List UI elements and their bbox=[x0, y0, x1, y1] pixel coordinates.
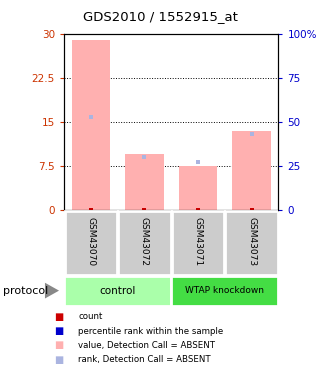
Text: percentile rank within the sample: percentile rank within the sample bbox=[78, 327, 224, 336]
Bar bbox=[179, 166, 217, 210]
Text: protocol: protocol bbox=[3, 286, 48, 296]
Text: ■: ■ bbox=[54, 312, 64, 322]
Bar bbox=[125, 154, 164, 210]
Text: rank, Detection Call = ABSENT: rank, Detection Call = ABSENT bbox=[78, 355, 211, 364]
Bar bbox=[232, 131, 271, 210]
Text: ■: ■ bbox=[54, 326, 64, 336]
Text: GDS2010 / 1552915_at: GDS2010 / 1552915_at bbox=[83, 10, 237, 23]
Text: GSM43072: GSM43072 bbox=[140, 217, 149, 266]
Text: control: control bbox=[100, 286, 136, 296]
Bar bbox=[171, 276, 278, 306]
Bar bbox=[71, 40, 110, 210]
Text: ■: ■ bbox=[54, 355, 64, 364]
Text: WTAP knockdown: WTAP knockdown bbox=[185, 286, 264, 295]
Bar bbox=[225, 211, 278, 275]
Text: GSM43070: GSM43070 bbox=[86, 217, 95, 266]
Polygon shape bbox=[45, 283, 59, 298]
Bar bbox=[65, 211, 117, 275]
Text: count: count bbox=[78, 312, 103, 321]
Bar bbox=[118, 211, 171, 275]
Bar bbox=[172, 211, 224, 275]
Text: ■: ■ bbox=[54, 340, 64, 350]
Text: GSM43073: GSM43073 bbox=[247, 217, 256, 266]
Text: GSM43071: GSM43071 bbox=[194, 217, 203, 266]
Text: value, Detection Call = ABSENT: value, Detection Call = ABSENT bbox=[78, 341, 215, 350]
Bar bbox=[64, 276, 171, 306]
